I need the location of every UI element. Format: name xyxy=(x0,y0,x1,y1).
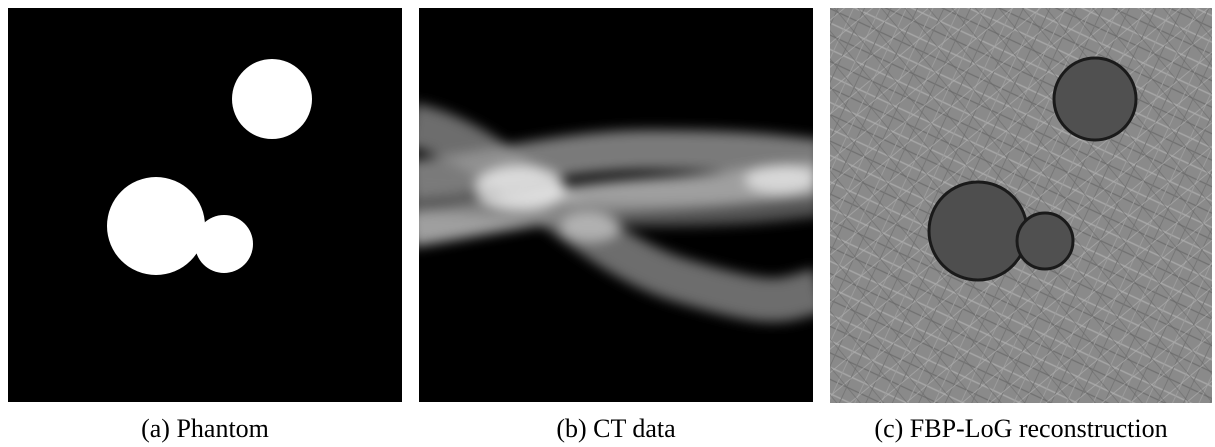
caption: (b) CT data xyxy=(416,414,816,444)
panels xyxy=(0,0,1215,410)
caption: (c) FBP-LoG reconstruction xyxy=(821,414,1215,444)
caption: (a) Phantom xyxy=(5,414,405,444)
phantom-image xyxy=(8,8,402,402)
ct-data-image xyxy=(410,8,820,402)
figure: (a) Phantom (b) CT data (c) FBP-LoG reco… xyxy=(0,0,1215,447)
reconstruction-image xyxy=(830,8,1212,403)
